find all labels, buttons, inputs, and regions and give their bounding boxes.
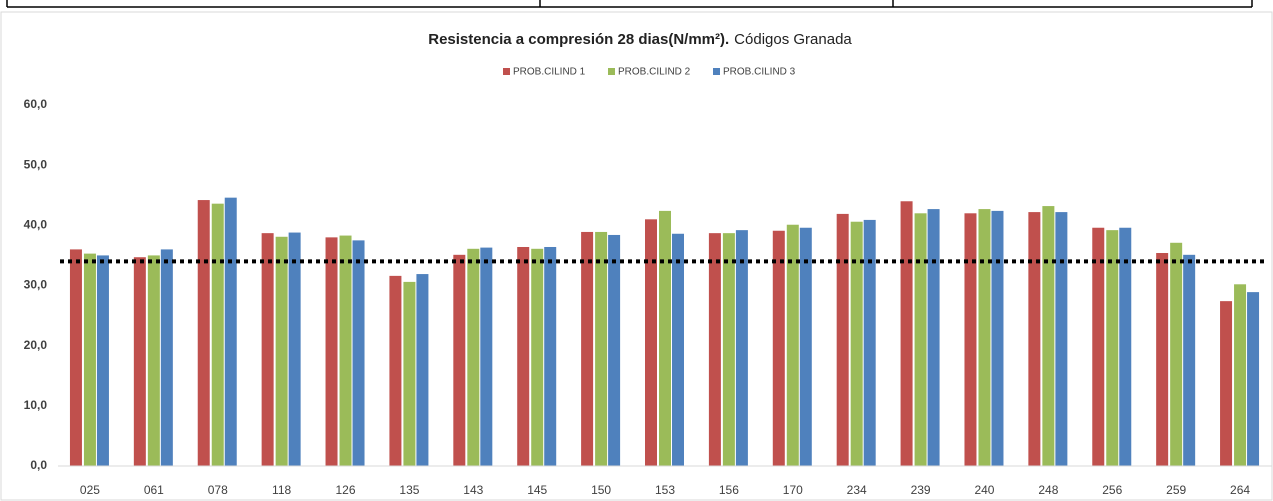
- bar: [1247, 292, 1260, 466]
- y-tick-label: 60,0: [24, 97, 48, 111]
- bar: [672, 233, 684, 466]
- bar: [659, 210, 671, 466]
- bar: [722, 233, 735, 466]
- y-tick-label: 50,0: [24, 157, 48, 171]
- x-tick-label: 078: [208, 483, 228, 497]
- bar: [261, 233, 274, 466]
- bar: [416, 274, 429, 466]
- bar: [160, 249, 173, 466]
- legend-label: PROB.CILIND 3: [723, 67, 796, 78]
- bar: [352, 240, 365, 466]
- bar: [1028, 212, 1041, 466]
- x-tick-label: 126: [336, 483, 356, 497]
- x-tick-label: 264: [1230, 483, 1250, 497]
- bar: [69, 249, 82, 466]
- bar: [978, 209, 991, 467]
- table-border: [6, 0, 1253, 8]
- chart-title: Resistencia a compresión 28 dias(N/mm²).…: [428, 31, 852, 48]
- bar: [275, 236, 288, 466]
- bar: [325, 237, 338, 466]
- bar: [863, 219, 876, 466]
- bar: [927, 209, 940, 467]
- x-tick-label: 025: [80, 483, 100, 497]
- y-tick-label: 30,0: [24, 278, 48, 292]
- x-tick-label: 135: [399, 483, 419, 497]
- bar: [581, 231, 594, 466]
- bar: [467, 248, 480, 466]
- x-tick-label: 239: [911, 483, 931, 497]
- bar: [645, 219, 657, 466]
- bar: [964, 213, 977, 466]
- chart-frame: [0, 11, 1273, 501]
- x-tick-label: 150: [591, 483, 611, 497]
- bar: [544, 246, 557, 466]
- bar: [799, 227, 812, 466]
- bar: [480, 247, 493, 466]
- legend-label: PROB.CILIND 2: [618, 67, 691, 78]
- x-tick-label: 248: [1038, 483, 1058, 497]
- bar: [83, 253, 96, 466]
- bar: [531, 248, 544, 466]
- legend-swatch: [503, 68, 510, 75]
- legend-label: PROB.CILIND 1: [513, 67, 586, 78]
- bar: [836, 213, 849, 466]
- bar: [1106, 230, 1119, 466]
- bar: [1055, 212, 1068, 466]
- bar: [288, 232, 301, 466]
- bar: [96, 255, 109, 466]
- bar: [197, 200, 210, 466]
- bar: [900, 201, 913, 466]
- x-tick-label: 143: [463, 483, 483, 497]
- bar: [224, 197, 237, 466]
- x-tick-label: 118: [272, 483, 291, 497]
- y-tick-label: 10,0: [24, 398, 48, 412]
- bar: [991, 210, 1004, 466]
- bar: [850, 221, 863, 466]
- bar: [914, 213, 927, 466]
- x-tick-label: 256: [1102, 483, 1122, 497]
- y-tick-label: 40,0: [24, 218, 48, 232]
- bar: [389, 275, 402, 466]
- title-bold: Resistencia a compresión 28 dias(N/mm²).: [428, 31, 729, 48]
- bar: [786, 224, 799, 466]
- bar: [772, 230, 785, 466]
- bar: [211, 203, 224, 466]
- bar: [133, 257, 146, 466]
- x-tick-label: 153: [655, 483, 675, 497]
- bar: [1183, 254, 1196, 466]
- legend-swatch: [713, 68, 720, 75]
- subtitle: Códigos Granada: [734, 31, 852, 48]
- bar: [339, 235, 352, 466]
- bar: [1220, 301, 1233, 466]
- bar: [1119, 227, 1132, 466]
- bar: [608, 234, 621, 466]
- y-tick-label: 0,0: [30, 458, 47, 472]
- bar: [1042, 206, 1055, 466]
- x-tick-label: 156: [719, 483, 739, 497]
- x-tick-label: 259: [1166, 483, 1186, 497]
- x-tick-label: 240: [974, 483, 994, 497]
- legend-swatch: [608, 68, 615, 75]
- y-tick-label: 20,0: [24, 338, 48, 352]
- bar: [1092, 227, 1105, 466]
- bar: [517, 246, 530, 466]
- bar: [403, 281, 416, 466]
- x-tick-label: 234: [847, 483, 867, 497]
- bar: [708, 233, 721, 466]
- x-tick-label: 170: [783, 483, 803, 497]
- bar: [453, 254, 466, 466]
- x-tick-label: 145: [527, 483, 547, 497]
- bar: [1170, 242, 1183, 466]
- bar: [595, 231, 608, 466]
- bar: [735, 230, 748, 466]
- bar: [1156, 253, 1169, 466]
- bar: [147, 255, 160, 466]
- x-tick-label: 061: [144, 483, 164, 497]
- bar: [1234, 284, 1247, 466]
